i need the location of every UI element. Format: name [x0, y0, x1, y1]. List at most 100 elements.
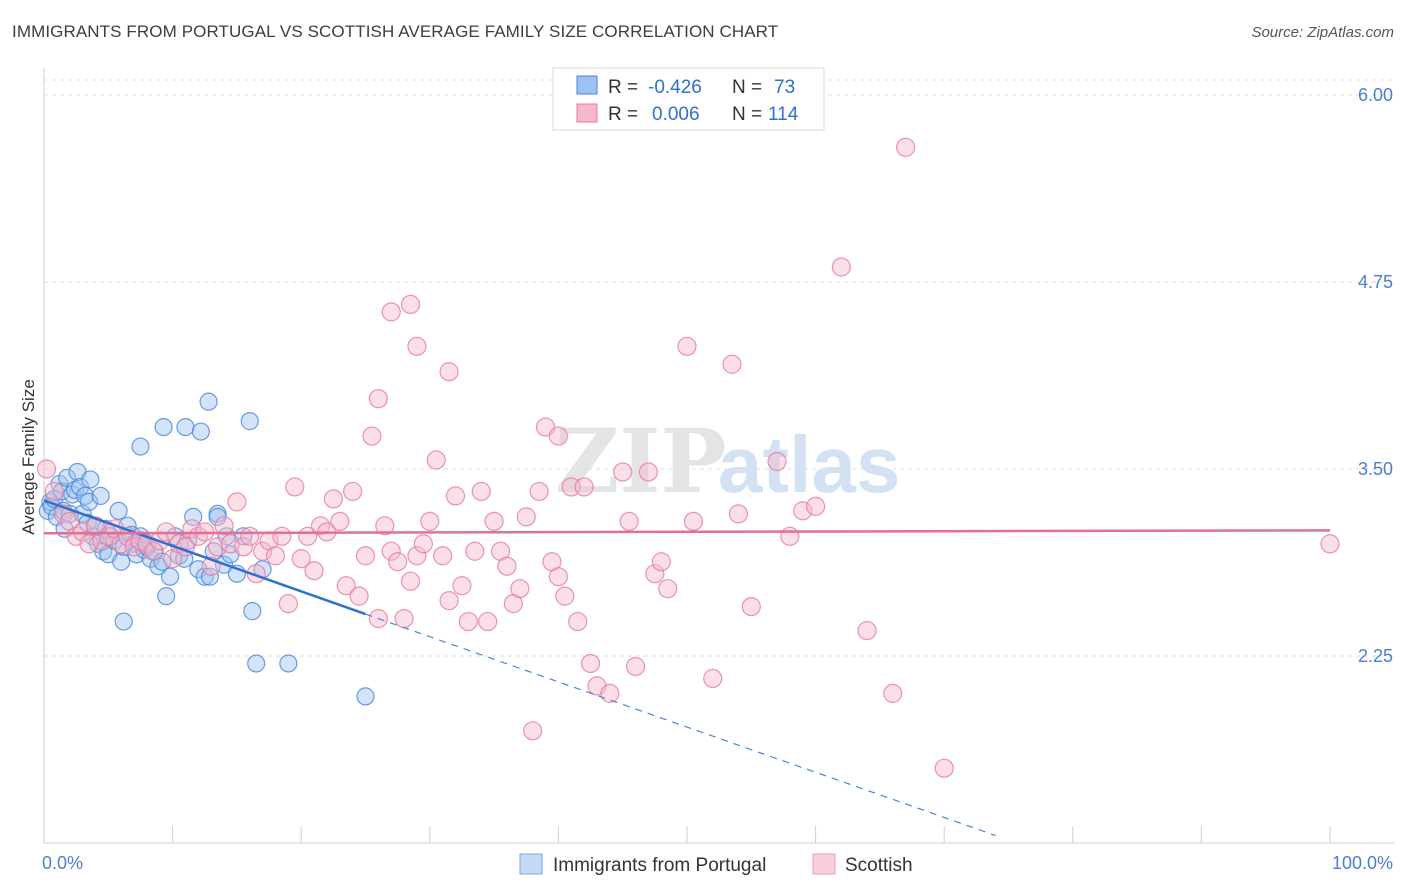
- scottish-point-107: [896, 137, 916, 157]
- source-label: Source: ZipAtlas.com: [1251, 24, 1394, 41]
- scottish-point-63: [445, 486, 466, 506]
- scottish-point-113: [407, 336, 427, 356]
- portugal-point-62: [176, 417, 195, 437]
- scottish-point-97: [722, 354, 742, 374]
- scottish-point-53: [381, 541, 401, 561]
- scottish-point-75: [523, 721, 543, 741]
- scottish-point-46: [336, 576, 356, 596]
- scottish-point-111: [381, 302, 401, 322]
- legend-n-value-2: 114: [768, 104, 799, 125]
- scottish-point-109: [1320, 534, 1340, 554]
- scottish-point-92: [651, 552, 671, 572]
- scottish-point-61: [433, 546, 453, 566]
- scottish-point-66: [465, 541, 485, 561]
- scottish-point-94: [677, 336, 697, 356]
- scottish-point-31: [240, 526, 260, 546]
- scottish-point-74: [516, 507, 536, 527]
- scottish-point-55: [394, 608, 414, 629]
- scottish-point-45: [330, 511, 350, 531]
- scottish-point-44: [323, 489, 343, 509]
- scottish-point-106: [883, 683, 903, 703]
- scottish-point-30: [233, 537, 253, 557]
- scottish-point-68: [478, 611, 498, 632]
- y-tick-label-3: 6.00: [1358, 85, 1393, 105]
- portugal-point-44: [160, 567, 180, 586]
- trend-line-portugal-extension: [365, 613, 996, 837]
- scottish-point-98: [728, 504, 749, 524]
- scottish-point-95: [683, 511, 704, 531]
- bottom-legend-swatch-scottish: [812, 853, 836, 875]
- scottish-point-69: [484, 511, 504, 531]
- portugal-point-63: [191, 422, 210, 441]
- scottish-point-105: [857, 620, 877, 641]
- portugal-point-71: [279, 654, 298, 673]
- scottish-point-71: [497, 556, 517, 576]
- scottish-point-73: [510, 579, 530, 599]
- scottish-point-57: [407, 546, 427, 566]
- scottish-point-38: [285, 477, 305, 497]
- scottish-point-100: [767, 451, 787, 472]
- scottish-point-64: [452, 576, 472, 596]
- bottom-legend-label-scottish: Scottish: [845, 855, 913, 876]
- scottish-point-88: [619, 511, 639, 531]
- scottish-point-93: [658, 579, 678, 599]
- portugal-point-18: [79, 492, 99, 511]
- scottish-point-27: [214, 516, 234, 536]
- scottish-point-0: [36, 459, 57, 479]
- scottish-point-48: [349, 586, 369, 606]
- portugal-point-29: [109, 501, 128, 520]
- scottish-point-96: [703, 668, 723, 689]
- watermark-zip: ZIP: [555, 409, 727, 513]
- y-tick-label-2: 4.75: [1358, 272, 1393, 292]
- scottish-point-79: [548, 567, 569, 587]
- watermark: ZIP atlas: [555, 409, 900, 513]
- portugal-point-68: [243, 602, 262, 621]
- scottish-point-103: [805, 496, 826, 516]
- legend-r-value-2: 0.006: [652, 104, 700, 125]
- scottish-point-91: [645, 564, 665, 584]
- axes: [43, 68, 1395, 844]
- legend-n-value-1: 73: [774, 77, 795, 98]
- portugal-point-23: [91, 486, 110, 506]
- scottish-point-35: [265, 546, 286, 566]
- scottish-point-56: [400, 571, 421, 591]
- portugal-point-60: [131, 437, 150, 456]
- scottish-point-67: [471, 481, 491, 502]
- scottish-point-60: [426, 450, 446, 470]
- portugal-point-61: [154, 417, 173, 437]
- portugal-point-19: [81, 470, 100, 489]
- bottom-legend-label-portugal: Immigrants from Portugal: [553, 855, 766, 876]
- scottish-point-101: [780, 526, 800, 546]
- legend-top: R = -0.426 N = 73 R = 0.006 N = 114: [552, 67, 825, 131]
- scottish-point-39: [291, 549, 311, 569]
- portugal-point-12: [65, 480, 84, 500]
- legend-r-label-2: R =: [608, 104, 638, 125]
- scottish-point-87: [613, 462, 633, 482]
- legend-box: [552, 67, 825, 131]
- scottish-point-102: [793, 501, 813, 521]
- chart-title: IMMIGRANTS FROM PORTUGAL VS SCOTTISH AVE…: [12, 22, 779, 41]
- legend-r-label-1: R =: [608, 77, 638, 98]
- scottish-point-82: [568, 611, 588, 632]
- scottish-point-83: [574, 477, 594, 497]
- x-tick-label-1: 100.0%: [1332, 853, 1393, 873]
- scottish-point-47: [343, 481, 363, 502]
- legend-n-label-1: N =: [732, 77, 762, 98]
- scottish-point-37: [278, 594, 298, 614]
- y-axis-label: Average Family Size: [19, 379, 38, 535]
- scottish-point-62: [439, 591, 459, 611]
- scottish-point-59: [420, 511, 440, 531]
- portugal-point-43: [157, 587, 176, 606]
- portugal-point-51: [195, 567, 214, 586]
- trend-line-scottish: [43, 529, 1331, 535]
- portugal-point-72: [356, 687, 375, 706]
- scottish-point-52: [375, 516, 395, 536]
- scottish-point-50: [362, 426, 382, 446]
- legend-bottom: Immigrants from Portugal Scottish: [519, 853, 913, 876]
- y-tick-label-0: 2.25: [1358, 646, 1393, 666]
- scottish-point-33: [253, 541, 273, 561]
- scottish-point-29: [227, 492, 247, 512]
- scottish-point-112: [400, 294, 421, 315]
- series-scottish-points: [36, 137, 1340, 778]
